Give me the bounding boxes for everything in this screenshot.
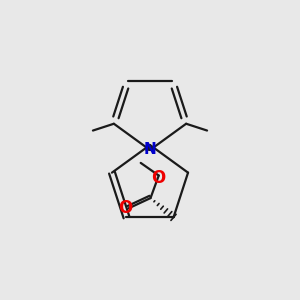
- Text: O: O: [118, 199, 132, 217]
- Text: N: N: [144, 142, 156, 158]
- Text: O: O: [152, 169, 166, 187]
